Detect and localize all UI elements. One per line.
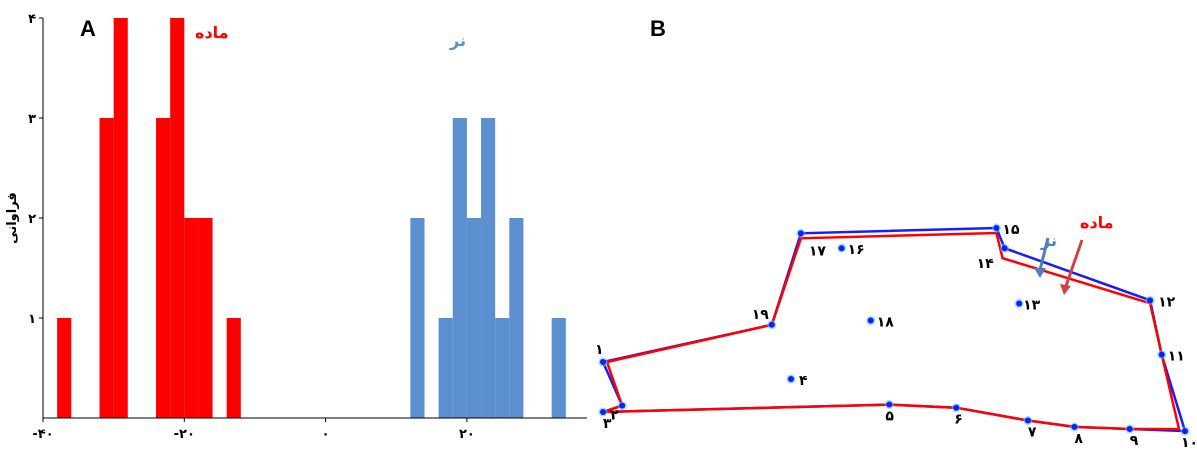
series-label-male: نر: [449, 31, 466, 50]
landmark-label-2: ۲: [610, 408, 619, 424]
landmark-label-6: ۶: [954, 412, 963, 428]
landmark-point-7: [1024, 417, 1031, 424]
arrow-head-male: [1034, 268, 1046, 278]
bar-male-3: [466, 218, 482, 418]
landmark-label-1: ۱: [595, 342, 604, 358]
landmark-point-2: [619, 402, 626, 409]
landmark-label-7: ۷: [1028, 425, 1037, 441]
bar-female-0: [57, 318, 72, 418]
bar-male-5: [495, 318, 510, 418]
bar-female-7: [226, 318, 241, 418]
landmark-point-18: [867, 317, 874, 324]
bar-male-1: [438, 318, 453, 418]
bar-male-0: [410, 218, 425, 418]
landmark-label-18: ۱۸: [877, 315, 895, 331]
bar-male-2: [452, 118, 467, 418]
landmark-point-4: [787, 376, 794, 383]
landmark-label-15: ۱۵: [1002, 222, 1020, 238]
bar-female-4: [170, 18, 185, 418]
landmark-points: [598, 223, 1190, 436]
landmark-point-15: [993, 225, 1000, 231]
bar-female-2: [113, 18, 128, 418]
panel-label-b: B: [650, 16, 666, 41]
landmark-point-16: [838, 245, 845, 252]
bar-female-1: [99, 118, 114, 418]
landmark-point-13: [1016, 300, 1023, 307]
bar-female-5: [184, 218, 199, 418]
landmark-label-19: ۱۹: [752, 307, 770, 323]
x-tick-label: -۲۰: [174, 427, 195, 442]
y-tick-label: ۱: [28, 312, 36, 327]
landmark-point-14: [1001, 245, 1008, 252]
histogram-ticks: -۴۰ -۲۰ ۰ ۲۰ ۱ ۲ ۳ ۴: [28, 12, 475, 442]
landmark-point-1: [600, 359, 606, 366]
series-arrows: [1034, 237, 1084, 295]
landmark-point-5: [886, 401, 893, 408]
landmark-label-16: ۱۶: [848, 242, 865, 258]
y-axis-label: فراوانی: [5, 192, 20, 244]
bar-female-3: [156, 118, 171, 418]
landmark-point-19: [768, 321, 775, 328]
arrow-male: [1038, 237, 1050, 271]
landmark-label-11: ۱۱: [1168, 349, 1185, 365]
landmark-label-14: ۱۴: [977, 256, 995, 272]
series-label-female-b: ماده: [1080, 213, 1114, 232]
landmark-label-8: ۸: [1074, 431, 1083, 447]
y-tick-label: ۲: [28, 212, 36, 227]
bar-female-6: [198, 218, 213, 418]
outline-lines: [601, 226, 1187, 433]
landmark-point-3: [600, 409, 606, 415]
arrow-female: [1064, 239, 1084, 287]
series-label-female: ماده: [195, 23, 229, 42]
landmark-point-11: [1158, 351, 1165, 358]
landmark-point-9: [1126, 426, 1133, 433]
bar-male-4: [481, 118, 496, 418]
panel-label-a: A: [80, 16, 96, 41]
outline-male: [601, 226, 1187, 433]
landmark-point-10: [1182, 428, 1188, 435]
series-label-male-b: نر: [1040, 231, 1057, 250]
landmark-point-12: [1147, 297, 1154, 304]
landmark-label-5: ۵: [885, 409, 894, 425]
landmark-label-10: ۱۰: [1181, 435, 1197, 450]
landmark-label-9: ۹: [1130, 433, 1139, 449]
x-tick-label: ۲۰: [459, 427, 475, 442]
y-tick-label: ۳: [28, 112, 36, 127]
bar-male-7: [551, 318, 566, 418]
outline-female: [602, 231, 1181, 431]
landmark-label-3: ۳: [603, 416, 612, 432]
landmark-label-12: ۱۲: [1158, 294, 1176, 310]
landmark-point-8: [1071, 423, 1078, 430]
bar-male-6: [509, 218, 524, 418]
y-tick-label: ۴: [28, 12, 36, 27]
histogram-panel: A -۴۰ -۲۰ ۰ ۲۰ ۱ ۲ ۳ ۴ فراوانی ماده نر: [5, 12, 587, 442]
x-tick-label: ۰: [322, 427, 330, 442]
landmark-label-13: ۱۳: [1023, 298, 1041, 314]
landmark-label-4: ۴: [799, 373, 808, 389]
landmark-label-17: ۱۷: [809, 243, 827, 259]
histogram-bars: [57, 18, 566, 418]
x-tick-label: -۴۰: [32, 427, 53, 442]
arrow-head-female: [1060, 284, 1071, 295]
landmark-point-6: [953, 404, 960, 411]
landmark-point-17: [797, 230, 804, 237]
